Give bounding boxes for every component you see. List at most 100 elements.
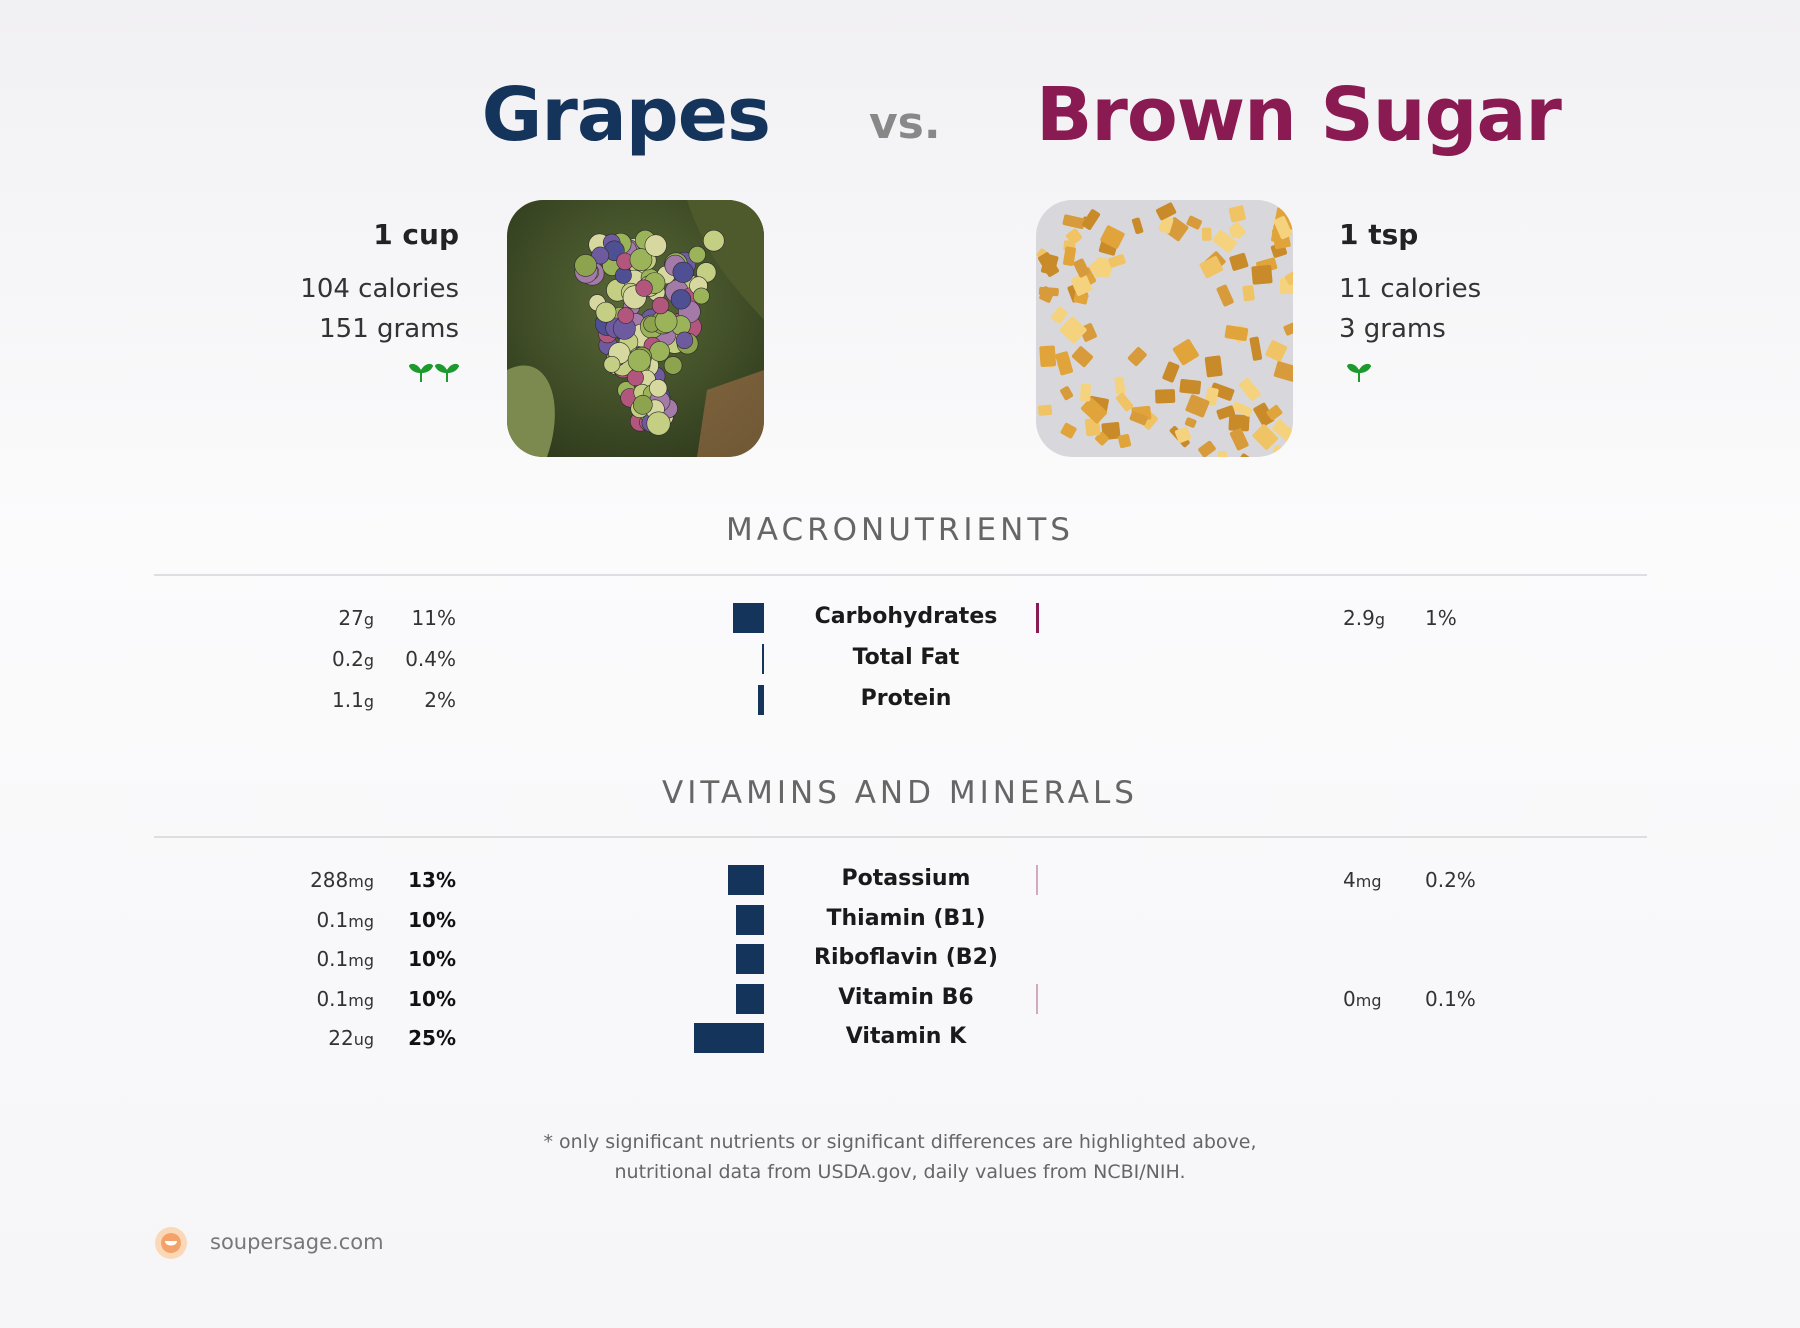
grape-berry [644, 234, 667, 257]
macros-divider [154, 574, 1647, 576]
sugar-crystal [1158, 216, 1174, 234]
right-percent: 0.1% [1425, 986, 1476, 1011]
sugar-crystal [1204, 355, 1223, 378]
footnote: * only significant nutrients or signific… [0, 1127, 1800, 1187]
nutrient-label: Potassium [841, 866, 971, 891]
sugar-crystal [1080, 383, 1091, 402]
sugar-crystal [1284, 268, 1293, 286]
grape-berry [675, 331, 694, 349]
sugar-crystal [1283, 320, 1293, 336]
left-unit: g [363, 610, 374, 629]
nutrient-label: Total Fat [852, 645, 960, 670]
right-amount: 2.9g [1343, 606, 1385, 630]
sugar-crystal [1238, 377, 1261, 402]
grape-berry [672, 261, 694, 283]
left-unit: mg [348, 911, 374, 931]
sugar-crystal [1184, 417, 1197, 428]
sugar-crystal [1060, 422, 1077, 439]
right-unit: mg [1355, 990, 1382, 1010]
right-food-title: Brown Sugar [1036, 72, 1562, 158]
right-leaf-icons [1346, 360, 1372, 390]
left-bar [762, 644, 764, 674]
sugar-crystal [1229, 225, 1242, 238]
grape-berry [574, 254, 597, 277]
sugar-crystal [1251, 264, 1273, 285]
brand-link[interactable]: soupersage.com [210, 1230, 384, 1254]
sugar-crystal [1212, 229, 1237, 253]
left-bar [727, 865, 764, 895]
left-percent: 10% [408, 986, 456, 1011]
sugar-crystal [1216, 284, 1234, 307]
left-percent: 10% [408, 907, 456, 932]
nutrient-label: Vitamin K [845, 1024, 967, 1049]
sugar-crystal [1129, 411, 1148, 426]
sugar-crystal [1108, 254, 1126, 268]
sugar-crystal [1231, 401, 1253, 417]
sugar-crystal [1051, 306, 1068, 324]
sugar-crystal [1155, 202, 1177, 221]
sugar-crystal [1039, 286, 1055, 303]
right-percent: 1% [1425, 606, 1457, 630]
left-amount: 0.1mg [316, 986, 374, 1011]
grape-berry [617, 307, 635, 324]
sugar-crystal [1266, 404, 1283, 421]
soupersage-logo-icon [154, 1226, 188, 1260]
right-percent: 0.2% [1425, 868, 1476, 892]
sugar-crystal [1114, 376, 1126, 395]
left-unit: mg [348, 990, 374, 1010]
grape-berry [649, 341, 670, 362]
sugar-crystal [1082, 209, 1101, 230]
left-percent: 25% [408, 1026, 456, 1050]
sugar-crystal [1229, 428, 1249, 451]
right-amount: 4mg [1343, 868, 1382, 892]
left-leaf-icons [408, 360, 460, 390]
left-percent: 11% [411, 606, 456, 630]
left-percent: 13% [408, 868, 456, 892]
grape-berry [635, 279, 653, 297]
sugar-crystal [1095, 431, 1109, 446]
footnote-line-1: * only significant nutrients or signific… [543, 1131, 1257, 1153]
right-unit: mg [1355, 872, 1382, 891]
sugar-crystal [1279, 277, 1293, 295]
vitamins-divider [154, 836, 1647, 838]
vs-label: vs. [869, 98, 941, 149]
grape-berry [670, 289, 692, 310]
sugar-crystal [1273, 216, 1293, 240]
grape-berry [646, 411, 671, 436]
sugar-crystal [1055, 351, 1074, 376]
grape-berry [663, 356, 683, 375]
right-bar [1036, 865, 1038, 895]
sugar-crystal [1252, 424, 1278, 450]
sugar-crystal [1100, 225, 1125, 249]
grape-berry [603, 355, 621, 373]
left-bar [736, 983, 764, 1014]
sugar-crystal [1265, 340, 1288, 362]
sugar-crystal [1229, 252, 1249, 271]
sugar-crystal [1186, 215, 1202, 230]
right-amount: 0mg [1343, 986, 1382, 1011]
sugar-crystal [1071, 346, 1094, 368]
sugar-crystal [1216, 405, 1236, 420]
left-serving: 1 cup [373, 218, 459, 251]
sugar-crystal [1073, 258, 1090, 278]
sugar-crystal [1059, 316, 1087, 344]
left-unit: g [363, 651, 374, 670]
left-bar [736, 904, 764, 935]
left-grams: 151 grams [319, 314, 459, 344]
left-amount: 288mg [310, 868, 374, 892]
sugar-crystal [1172, 339, 1199, 366]
right-bar [1036, 603, 1039, 633]
grape-berry [627, 348, 652, 373]
right-serving: 1 tsp [1339, 218, 1419, 251]
sugar-crystal [1201, 227, 1212, 241]
sugar-crystal [1289, 203, 1293, 224]
sugar-crystal [1038, 404, 1053, 416]
sugar-crystal [1174, 426, 1192, 443]
grapes-photo [507, 200, 764, 457]
sugar-crystal [1228, 414, 1250, 432]
right-grams: 3 grams [1339, 314, 1446, 344]
nutrient-label: Protein [860, 686, 952, 711]
left-calories: 104 calories [300, 274, 459, 304]
grape-berry [627, 369, 644, 387]
left-food-title: Grapes [481, 72, 771, 158]
